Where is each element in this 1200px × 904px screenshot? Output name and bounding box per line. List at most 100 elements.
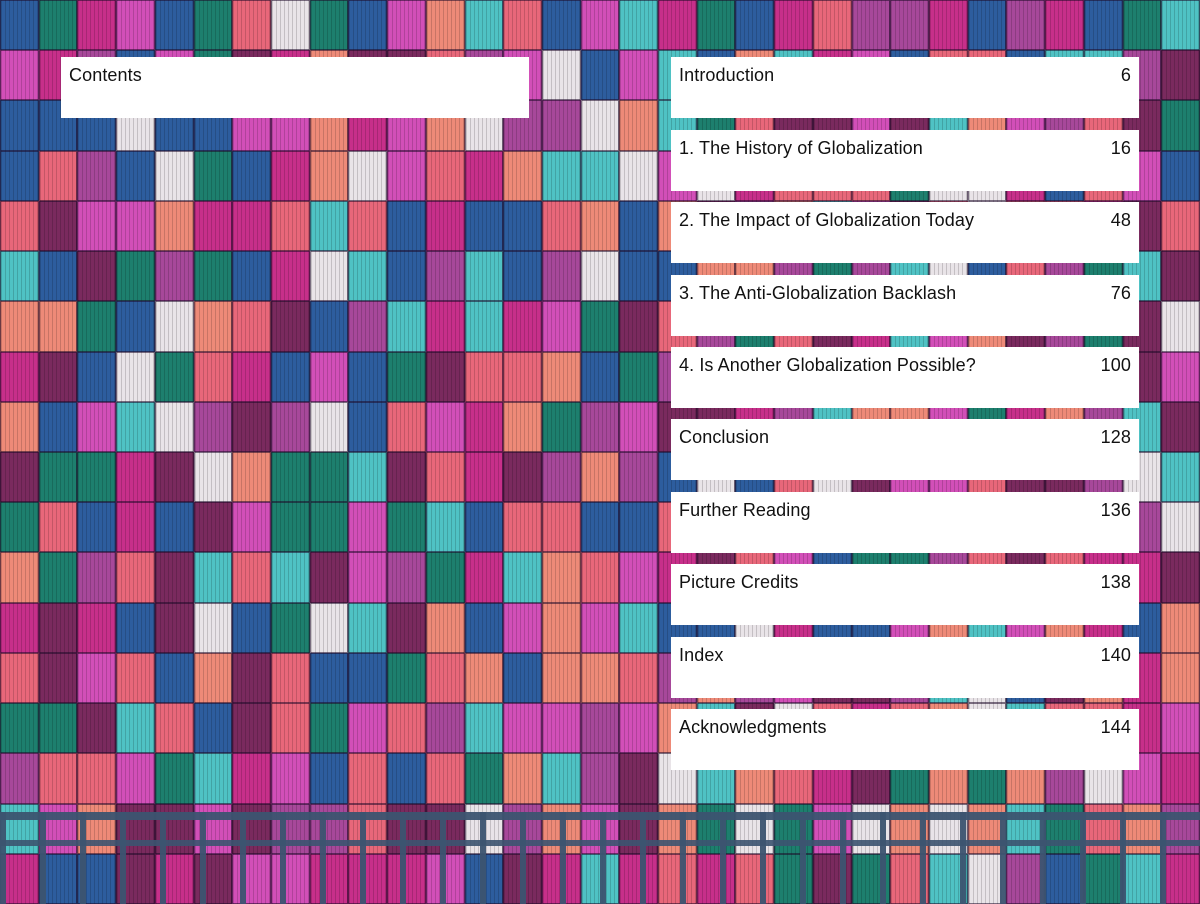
container-tile: [658, 0, 697, 51]
container-tile: [1161, 451, 1200, 503]
container-tile: [193, 753, 233, 804]
container-tile: [193, 301, 233, 352]
container-tile: [116, 351, 155, 402]
toc-entry-chapter-4[interactable]: 4. Is Another Globalization Possible? 10…: [671, 347, 1139, 408]
container-tile: [77, 753, 117, 804]
toc-entry-page: 128: [1100, 427, 1131, 447]
container-tile: [0, 100, 39, 151]
toc-entry-chapter-2[interactable]: 2. The Impact of Globalization Today 48: [671, 202, 1139, 263]
toc-entry-chapter-1[interactable]: 1. The History of Globalization 16: [671, 130, 1139, 191]
toc-entry-introduction[interactable]: Introduction 6: [671, 57, 1139, 118]
container-tile: [348, 502, 388, 553]
container-tile: [619, 703, 659, 754]
container-tile: [309, 753, 349, 804]
container-tile: [541, 652, 581, 704]
toc-entry-picture-credits[interactable]: Picture Credits 138: [671, 564, 1139, 625]
container-tile: [309, 703, 349, 754]
container-tile: [541, 451, 581, 503]
container-tile: [154, 0, 194, 51]
container-tile: [387, 0, 426, 51]
container-tile: [503, 401, 542, 452]
container-tile: [0, 351, 39, 402]
container-tile: [154, 703, 194, 754]
container-tile: [77, 552, 117, 603]
container-tile: [464, 451, 504, 503]
container-tile: [774, 0, 813, 51]
container-tile: [967, 0, 1007, 51]
container-tile: [425, 351, 465, 402]
container-tile: [619, 602, 659, 653]
toc-entry-conclusion[interactable]: Conclusion 128: [671, 419, 1139, 480]
toc-entry-title: Picture Credits: [679, 572, 799, 592]
container-tile: [348, 0, 388, 51]
contents-heading-panel: Contents: [61, 57, 529, 118]
toc-entry-title: 3. The Anti-Globalization Backlash: [679, 283, 957, 303]
container-tile: [1161, 100, 1200, 151]
container-tile: [464, 251, 504, 302]
container-tile: [387, 251, 426, 302]
container-tile: [387, 401, 426, 452]
container-tile: [425, 652, 465, 704]
container-tile: [270, 602, 310, 653]
container-tile: [38, 602, 78, 653]
container-tile: [619, 451, 659, 503]
container-tile: [270, 552, 310, 603]
container-tile: [270, 703, 310, 754]
container-tile: [619, 502, 659, 553]
toc-entry-title: Further Reading: [679, 500, 811, 520]
container-tile: [425, 200, 465, 252]
container-tile: [77, 451, 117, 503]
container-tile: [1161, 150, 1200, 201]
container-tile: [116, 451, 155, 503]
container-tile: [580, 652, 620, 704]
toc-entry-title: Introduction: [679, 65, 775, 85]
container-tile: [464, 301, 504, 352]
container-tile: [348, 401, 388, 452]
container-tile: [232, 0, 271, 51]
toc-entry-further-reading[interactable]: Further Reading 136: [671, 492, 1139, 553]
container-tile: [116, 301, 155, 352]
container-tile: [541, 301, 581, 352]
container-tile: [154, 200, 194, 252]
container-tile: [154, 451, 194, 503]
toc-entry-chapter-3[interactable]: 3. The Anti-Globalization Backlash 76: [671, 275, 1139, 336]
toc-entry-index[interactable]: Index 140: [671, 637, 1139, 698]
container-tile: [851, 0, 891, 51]
container-tile: [270, 301, 310, 352]
container-tile: [425, 150, 465, 201]
container-tile: [425, 451, 465, 503]
container-tile: [309, 351, 349, 402]
container-tile: [1122, 0, 1162, 51]
container-tile: [541, 0, 581, 51]
container-tile: [1161, 602, 1200, 653]
container-tile: [270, 753, 310, 804]
container-tile: [193, 502, 233, 553]
container-tile: [425, 502, 465, 553]
container-tile: [503, 652, 542, 704]
container-tile: [580, 602, 620, 653]
container-tile: [1045, 0, 1084, 51]
container-tile: [193, 0, 233, 51]
container-tile: [232, 451, 271, 503]
container-tile: [348, 451, 388, 503]
container-tile: [348, 251, 388, 302]
container-tile: [580, 301, 620, 352]
toc-entry-page: 6: [1120, 65, 1131, 85]
toc-entry-page: 140: [1100, 645, 1131, 665]
container-tile: [348, 552, 388, 603]
container-tile: [0, 150, 39, 201]
container-tile: [387, 703, 426, 754]
container-tile: [425, 602, 465, 653]
toc-entry-acknowledgments[interactable]: Acknowledgments 144: [671, 709, 1139, 770]
container-tile: [348, 351, 388, 402]
container-tile: [309, 502, 349, 553]
container-tile: [0, 50, 39, 101]
container-tile: [464, 200, 504, 252]
container-tile: [619, 552, 659, 603]
container-tile: [270, 652, 310, 704]
container-tile: [77, 150, 117, 201]
container-tile: [270, 200, 310, 252]
container-tile: [580, 552, 620, 603]
container-tile: [619, 351, 659, 402]
container-tile: [38, 703, 78, 754]
